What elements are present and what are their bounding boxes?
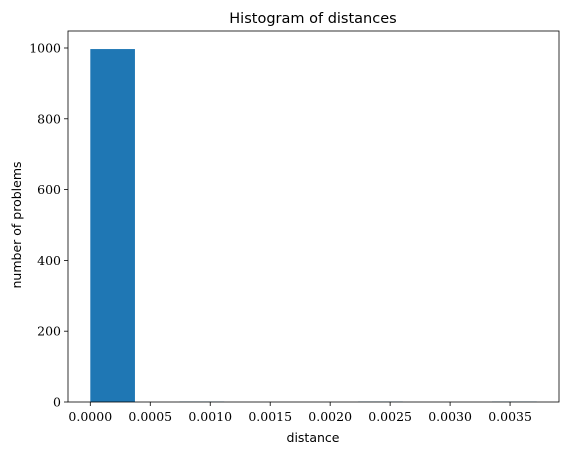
x-tick-label: 0.0010 <box>188 409 232 424</box>
chart-title: Histogram of distances <box>229 11 396 27</box>
y-axis-label: number of problems <box>9 161 24 288</box>
histogram-bar-1 <box>90 49 135 403</box>
y-tick-label: 1000 <box>29 40 61 55</box>
x-tick-label: 0.0025 <box>368 409 412 424</box>
x-tick-label: 0.0035 <box>488 409 532 424</box>
x-tick-label: 0.0020 <box>308 409 352 424</box>
y-tick-label: 400 <box>37 253 61 268</box>
bars <box>90 49 537 403</box>
x-axis-ticks: 0.0000 0.0005 0.0010 0.0015 0.0020 0.0025 0.00… <box>68 402 532 424</box>
x-tick-label: 0.0015 <box>248 409 292 424</box>
x-tick-label: 0.0000 <box>68 409 112 424</box>
x-tick-label: 0.0005 <box>128 409 172 424</box>
y-tick-label: 0 <box>53 395 61 410</box>
y-tick-label: 800 <box>37 111 61 126</box>
x-axis-label: distance <box>287 430 340 445</box>
x-tick-label: 0.0030 <box>428 409 472 424</box>
y-axis-ticks: 0 200 400 600 800 1000 <box>29 40 68 410</box>
axes-frame <box>67 30 560 403</box>
y-tick-label: 200 <box>37 324 61 339</box>
y-tick-label: 600 <box>37 182 61 197</box>
